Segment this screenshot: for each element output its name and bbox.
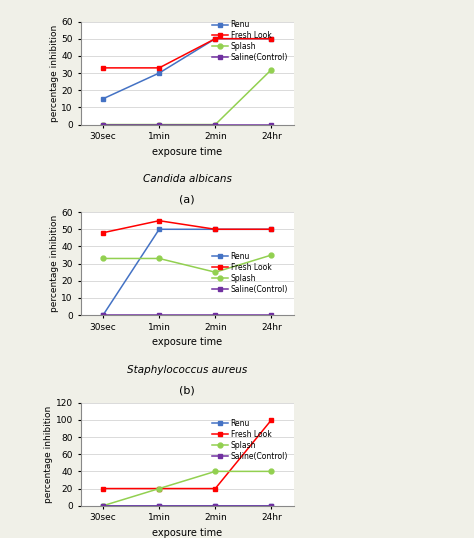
Saline(Control)	[100, 312, 106, 318]
Splash	[212, 468, 218, 475]
Saline(Control)	[100, 121, 106, 128]
Saline(Control)	[269, 121, 274, 128]
Splash	[212, 121, 218, 128]
Saline(Control)	[269, 312, 274, 318]
Renu	[156, 226, 162, 232]
Saline(Control)	[156, 121, 162, 128]
Fresh Look	[156, 217, 162, 224]
Saline(Control)	[100, 502, 106, 509]
Y-axis label: percentage inhibition: percentage inhibition	[44, 406, 53, 503]
Renu	[100, 502, 106, 509]
Saline(Control)	[269, 502, 274, 509]
Splash	[269, 66, 274, 73]
Line: Saline(Control): Saline(Control)	[100, 122, 274, 127]
Fresh Look	[212, 485, 218, 492]
Splash	[156, 255, 162, 261]
Splash	[212, 269, 218, 275]
Line: Saline(Control): Saline(Control)	[100, 503, 274, 508]
Text: (b): (b)	[179, 385, 195, 395]
Line: Fresh Look: Fresh Look	[100, 417, 274, 491]
Text: (a): (a)	[180, 195, 195, 204]
X-axis label: exposure time: exposure time	[152, 337, 222, 348]
Saline(Control)	[212, 121, 218, 128]
Renu	[212, 36, 218, 42]
Renu	[156, 70, 162, 76]
Saline(Control)	[156, 502, 162, 509]
Fresh Look	[212, 36, 218, 42]
Line: Fresh Look: Fresh Look	[100, 218, 274, 235]
Renu	[212, 226, 218, 232]
Renu	[212, 502, 218, 509]
Line: Splash: Splash	[100, 67, 274, 127]
Renu	[269, 502, 274, 509]
Splash	[156, 485, 162, 492]
Splash	[100, 502, 106, 509]
Renu	[269, 226, 274, 232]
Fresh Look	[269, 416, 274, 423]
Fresh Look	[100, 485, 106, 492]
Line: Renu: Renu	[100, 227, 274, 317]
Line: Fresh Look: Fresh Look	[100, 36, 274, 70]
Legend: Renu, Fresh Look, Splash, Saline(Control): Renu, Fresh Look, Splash, Saline(Control…	[212, 252, 288, 294]
Renu	[100, 96, 106, 102]
X-axis label: exposure time: exposure time	[152, 147, 222, 157]
Fresh Look	[212, 226, 218, 232]
Line: Splash: Splash	[100, 253, 274, 274]
Splash	[269, 468, 274, 475]
Legend: Renu, Fresh Look, Splash, Saline(Control): Renu, Fresh Look, Splash, Saline(Control…	[212, 20, 288, 62]
Text: Candida albicans: Candida albicans	[143, 174, 232, 184]
Legend: Renu, Fresh Look, Splash, Saline(Control): Renu, Fresh Look, Splash, Saline(Control…	[212, 419, 288, 461]
Text: Staphylococcus aureus: Staphylococcus aureus	[127, 365, 247, 374]
Line: Splash: Splash	[100, 469, 274, 508]
X-axis label: exposure time: exposure time	[152, 528, 222, 538]
Renu	[269, 36, 274, 42]
Renu	[156, 502, 162, 509]
Splash	[156, 121, 162, 128]
Line: Renu: Renu	[100, 503, 274, 508]
Renu	[100, 312, 106, 318]
Saline(Control)	[156, 312, 162, 318]
Splash	[100, 255, 106, 261]
Y-axis label: percentage inhibition: percentage inhibition	[50, 215, 59, 312]
Fresh Look	[156, 65, 162, 71]
Y-axis label: percentage inhibition: percentage inhibition	[50, 24, 59, 122]
Saline(Control)	[212, 502, 218, 509]
Saline(Control)	[212, 312, 218, 318]
Splash	[269, 252, 274, 258]
Fresh Look	[269, 226, 274, 232]
Splash	[100, 121, 106, 128]
Fresh Look	[156, 485, 162, 492]
Fresh Look	[100, 65, 106, 71]
Fresh Look	[269, 36, 274, 42]
Line: Saline(Control): Saline(Control)	[100, 313, 274, 317]
Line: Renu: Renu	[100, 36, 274, 101]
Fresh Look	[100, 230, 106, 236]
